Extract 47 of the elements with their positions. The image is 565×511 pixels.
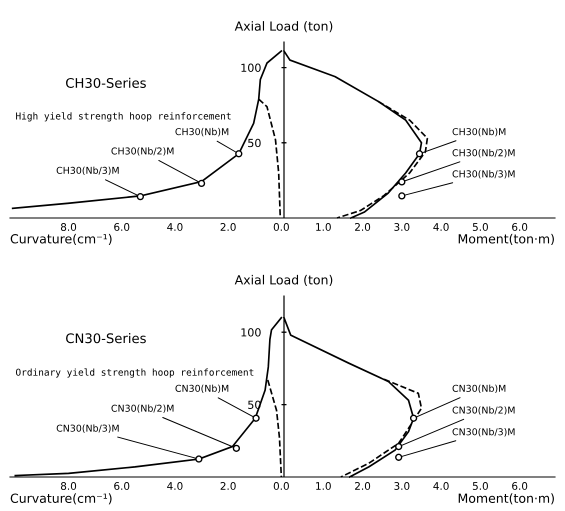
x-tick-label: 3.0 [394, 223, 410, 231]
x-tick-label: 1.0 [316, 223, 331, 231]
x-tick-label: 2.0 [355, 482, 370, 490]
text: High yield strength hoop reinforcement [16, 112, 231, 122]
annotation: CH30(Nb)M [452, 128, 506, 136]
y-axis-title: Axial Load (ton) [234, 274, 332, 286]
x-axis-title: Curvature(cm⁻¹) [10, 234, 112, 245]
y-tick-label: 100 [241, 64, 261, 72]
x-tick-label: 6.0 [512, 482, 528, 490]
x-axis-title: Curvature(cm⁻¹) [10, 493, 112, 504]
y-tick-label: 50 [248, 138, 261, 148]
x-tick-label: 4.0 [167, 482, 183, 490]
x-tick-label: 2.0 [355, 223, 370, 231]
annotation: CN30(Nb)M [452, 384, 506, 394]
x-tick-label: 6.0 [114, 482, 130, 490]
x-tick-label: 4.0 [433, 482, 449, 490]
x-tick-label: 6.0 [114, 223, 130, 231]
annotation: CH30(Nb/3)M [56, 166, 119, 176]
annotation: CN30(Nb/3)M [56, 424, 119, 433]
x-tick-label: 4.0 [433, 223, 449, 231]
text: CH30-Series [66, 78, 146, 88]
annotation: CH30(Nb/2)M [111, 147, 174, 156]
y-tick-label: 100 [241, 328, 261, 337]
x-tick-label: 2.0 [220, 223, 236, 231]
x-tick-label: 2.0 [220, 482, 236, 490]
x-tick-label: 0.0 [274, 223, 289, 231]
annotation: CN30(Nb/2)M [111, 404, 174, 413]
annotation: CH30(Nb/2)M [452, 149, 515, 158]
text: CN30-Series [66, 333, 146, 344]
y-axis-title: Axial Load (ton) [234, 21, 332, 32]
x-tick-label: 5.0 [472, 223, 488, 231]
x-tick-label: 0.0 [274, 482, 289, 490]
annotation: CN30(Nb/2)M [452, 406, 515, 415]
x-tick-label: 8.0 [60, 482, 76, 490]
x-tick-label: 3.0 [394, 482, 410, 490]
x-axis-title: Moment(ton·m) [458, 493, 554, 504]
annotation: CH30(Nb/3)M [452, 170, 515, 179]
text: Ordinary yield strength hoop reinforcement [16, 368, 254, 378]
x-tick-label: 8.0 [60, 223, 76, 231]
annotation: CN30(Nb/3)M [452, 428, 515, 436]
annotation: CN30(Nb)M [175, 384, 228, 394]
x-tick-label: 5.0 [472, 482, 488, 490]
x-axis-title: Moment(ton·m) [458, 234, 554, 245]
x-tick-label: 4.0 [167, 223, 183, 231]
annotation: CH30(Nb)M [175, 128, 228, 136]
x-tick-label: 1.0 [316, 482, 331, 490]
x-tick-label: 6.0 [512, 223, 528, 231]
